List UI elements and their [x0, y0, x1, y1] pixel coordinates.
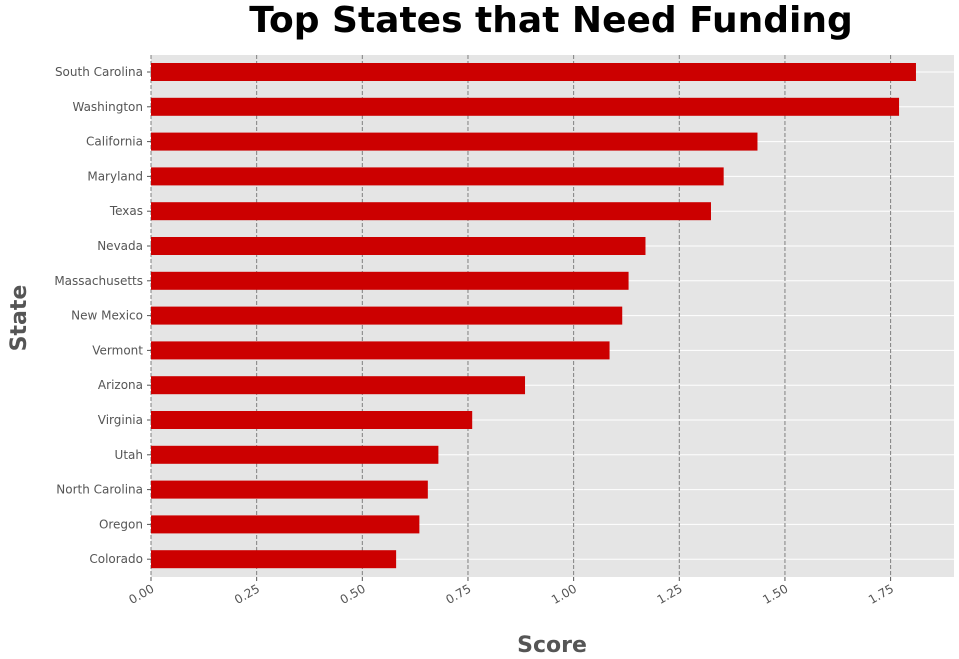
y-tick-labels: South Carolina Washington California Maryla…: [54, 65, 151, 566]
y-tick-label: Washington: [72, 100, 143, 114]
y-tick-label: Massachusetts: [54, 274, 143, 288]
chart-title: Top States that Need Funding: [249, 0, 853, 41]
bar: [151, 97, 900, 116]
y-tick-label: Virginia: [98, 413, 143, 427]
bar: [151, 271, 629, 290]
x-tick-label: 0.50: [338, 581, 368, 606]
x-tick-label: 1.50: [760, 581, 790, 606]
x-tick-label: 0.25: [232, 581, 262, 606]
y-tick-label: Nevada: [97, 239, 143, 253]
y-tick-label: California: [86, 135, 143, 149]
y-tick-label: Maryland: [87, 169, 143, 183]
x-axis-label: Score: [517, 633, 587, 658]
y-tick-label: South Carolina: [55, 65, 143, 79]
bar: [151, 480, 428, 499]
x-tick-label: 0.75: [443, 581, 473, 606]
bar: [151, 63, 916, 81]
x-tick-label: 1.75: [866, 581, 896, 606]
x-tick-label: 1.00: [549, 581, 579, 606]
y-axis-label: State: [7, 285, 32, 352]
bars: [151, 63, 916, 569]
bar: [151, 167, 724, 186]
y-tick-label: Utah: [115, 448, 143, 462]
bar: [151, 411, 473, 429]
bar: [151, 341, 610, 360]
y-tick-label: Colorado: [89, 552, 143, 566]
bar: [151, 306, 623, 325]
bar: [151, 237, 646, 255]
y-tick-label: Oregon: [99, 517, 143, 531]
bar: [151, 132, 758, 151]
bar: [151, 550, 397, 569]
y-tick-label: New Mexico: [71, 309, 143, 323]
bar: [151, 445, 439, 464]
x-tick-label: 1.25: [655, 581, 685, 606]
bar: [151, 376, 526, 395]
y-tick-label: Arizona: [98, 378, 143, 392]
y-tick-label: Texas: [109, 204, 143, 218]
y-tick-label: Vermont: [92, 343, 143, 357]
y-tick-label: North Carolina: [56, 483, 143, 497]
x-tick-labels: 0.00 0.25 0.50 0.75 1.00 1.25 1.50 1.75: [126, 577, 896, 607]
bar: [151, 515, 420, 534]
bar: [151, 202, 711, 221]
x-tick-label: 0.00: [126, 581, 156, 606]
